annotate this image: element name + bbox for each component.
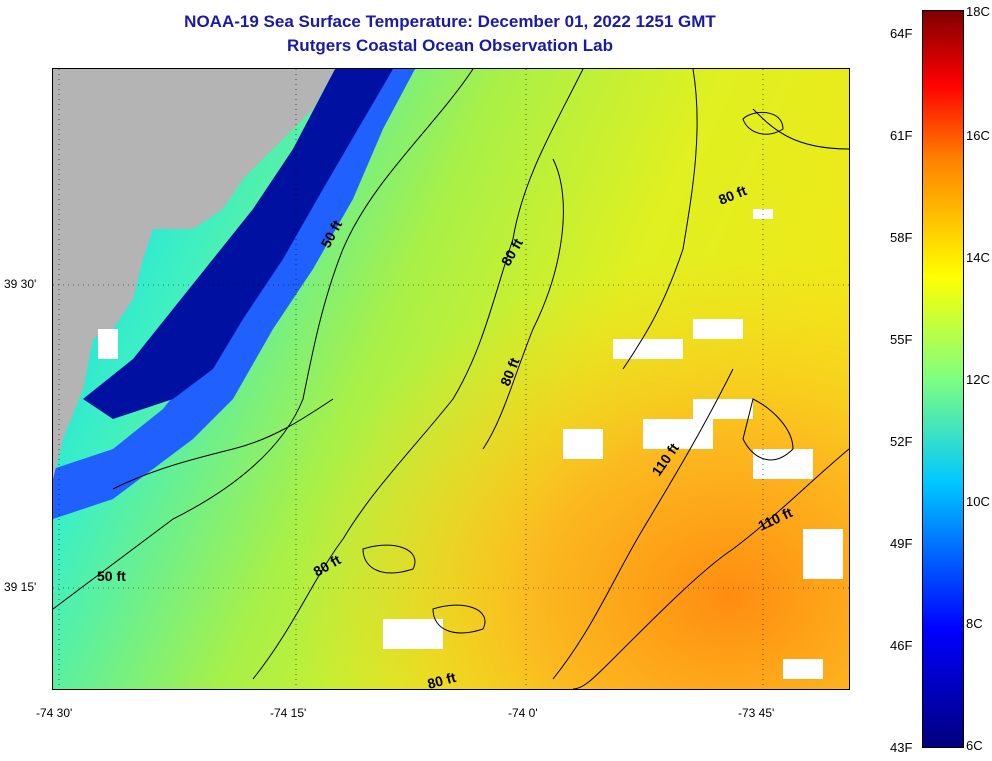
x-tick-label: -73 45' (738, 706, 775, 720)
map-title: NOAA-19 Sea Surface Temperature: Decembe… (184, 12, 716, 31)
contour-label: 50 ft (97, 568, 126, 584)
colorbar-c-label: 18C (966, 4, 990, 19)
colorbar-c-label: 8C (966, 616, 983, 631)
colorbar-f-label: 55F (890, 332, 913, 347)
y-tick-label: 39 30' (4, 277, 37, 291)
x-tick-label: -74 0' (508, 706, 538, 720)
colorbar-f-label: 46F (890, 638, 913, 653)
contour-label: 80 ft (426, 669, 458, 689)
land-mass (53, 69, 335, 479)
sst-map: 50 ft 50 ft 80 ft 80 ft 80 ft 80 ft 80 f… (52, 68, 850, 690)
very-cold-coastal-band (83, 69, 393, 419)
colorbar-f-label: 64F (890, 26, 913, 41)
map-subtitle: Rutgers Coastal Ocean Observation Lab (287, 36, 613, 55)
colorbar-c-label: 6C (966, 738, 983, 753)
colorbar-f-label: 52F (890, 434, 913, 449)
colorbar-c-label: 12C (966, 372, 990, 387)
colorbar-f-label: 49F (890, 536, 913, 551)
graticule (53, 69, 849, 689)
colorbar-f-label: 61F (890, 128, 913, 143)
x-tick-label: -74 15' (270, 706, 307, 720)
colorbar-f-label: 43F (890, 740, 913, 755)
colorbar-c-label: 16C (966, 128, 990, 143)
temperature-colorbar (922, 10, 964, 748)
x-tick-label: -74 30' (36, 706, 73, 720)
colorbar-c-label: 10C (966, 494, 990, 509)
colorbar-f-label: 58F (890, 230, 913, 245)
depth-contours (53, 69, 849, 689)
y-tick-label: 39 15' (4, 580, 37, 594)
colorbar-c-label: 14C (966, 250, 990, 265)
cloud-mask (98, 209, 843, 679)
